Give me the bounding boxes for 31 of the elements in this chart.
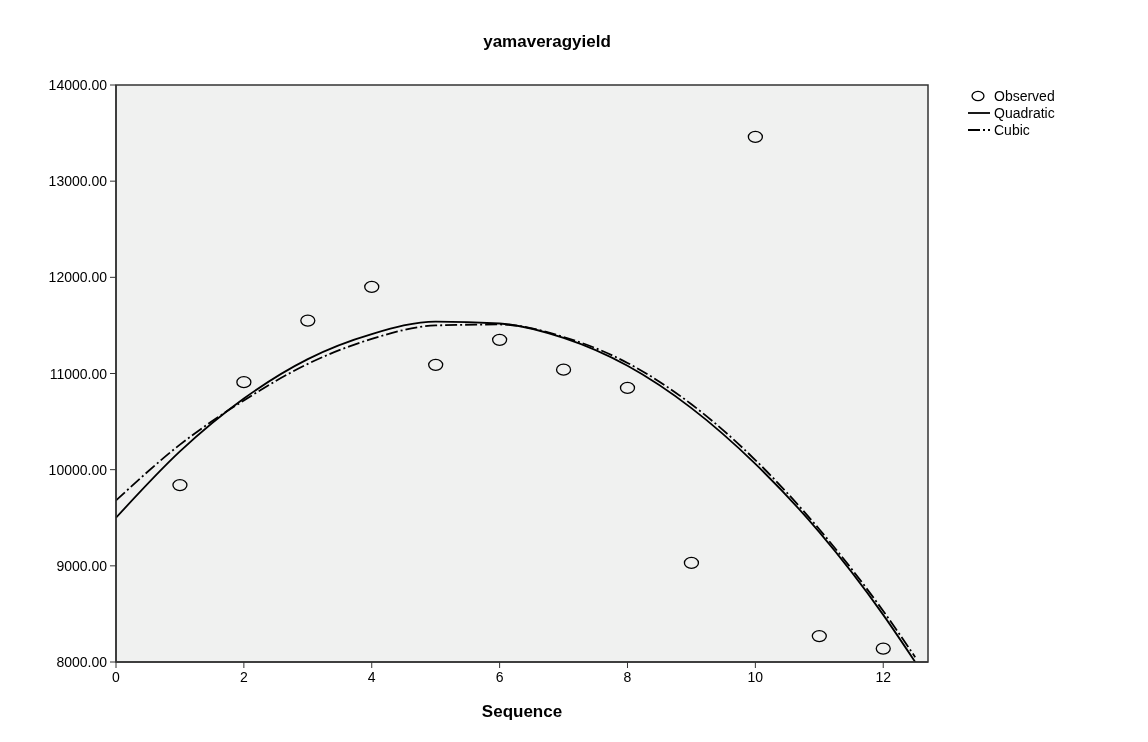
point: [619, 381, 636, 395]
legend-label: Cubic: [994, 122, 1030, 138]
x-tick-label: 10: [747, 669, 764, 685]
point: [364, 280, 380, 294]
point: [811, 629, 827, 643]
point: [683, 556, 700, 570]
point: [428, 358, 444, 371]
x-tick-label: 12: [875, 669, 892, 685]
point: [747, 130, 764, 144]
x-tick-label: 4: [367, 669, 376, 685]
y-tick-label: 12000.00: [48, 269, 108, 286]
legend-label: Observed: [994, 88, 1055, 104]
y-tick-label: 14000.00: [48, 77, 108, 93]
x-tick-label: 8: [623, 669, 632, 685]
y-tick-label: 13000.00: [48, 173, 108, 190]
point: [236, 376, 252, 389]
point: [555, 363, 572, 376]
point: [875, 642, 891, 655]
point: [300, 314, 316, 327]
x-tick-label: 0: [112, 669, 121, 685]
legend-label: Quadratic: [994, 105, 1055, 121]
point: [172, 478, 188, 492]
x-axis-title: Sequence: [481, 702, 563, 721]
point: [491, 333, 508, 346]
y-tick-label: 11000.00: [49, 365, 108, 382]
y-tick-label: 10000.00: [48, 461, 108, 478]
y-tick-label: 8000.00: [56, 654, 108, 670]
x-tick-label: 6: [495, 669, 504, 685]
chart-title: yamaveragyield: [483, 32, 611, 51]
y-tick-label: 9000.00: [56, 557, 108, 574]
x-tick-label: 2: [239, 669, 248, 685]
